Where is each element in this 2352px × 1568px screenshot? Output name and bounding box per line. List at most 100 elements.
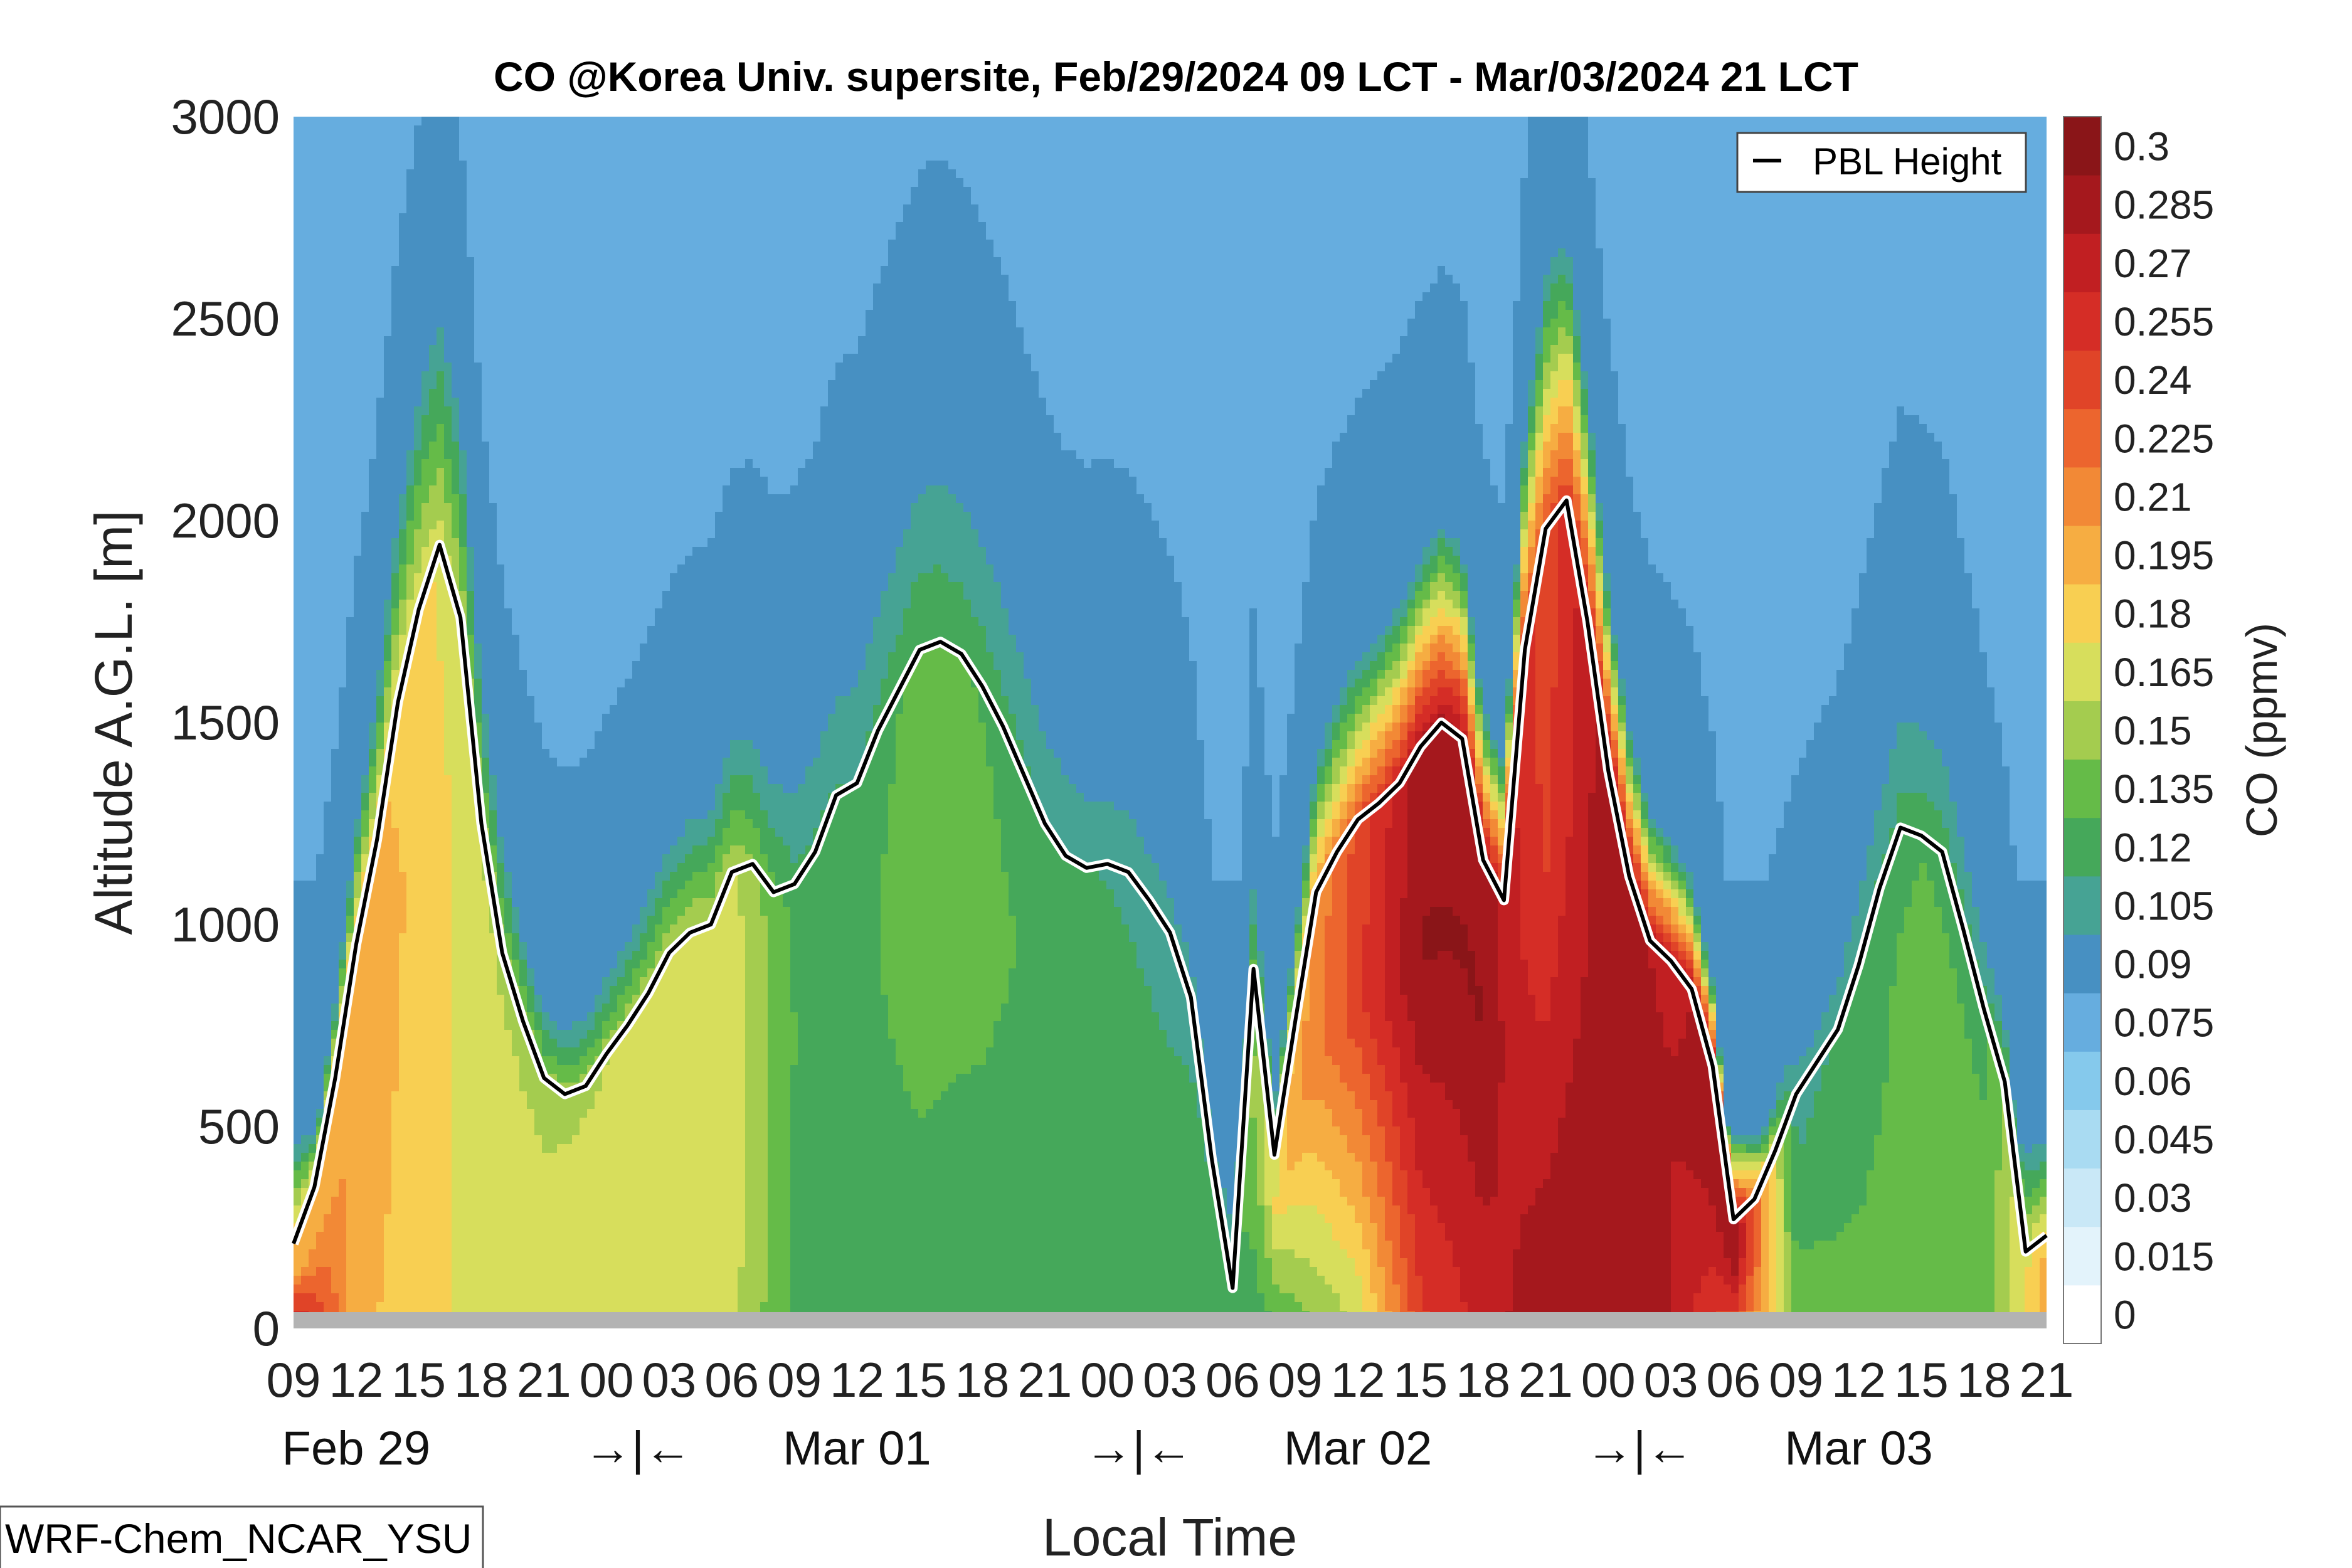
co-field-cell bbox=[376, 257, 384, 266]
co-field-cell bbox=[474, 477, 482, 485]
co-field-cell bbox=[316, 1083, 324, 1091]
co-field-cell bbox=[369, 661, 376, 670]
co-field-cell bbox=[421, 766, 429, 775]
co-field-cell bbox=[504, 450, 512, 459]
co-field-cell bbox=[557, 819, 564, 828]
co-field-cell bbox=[527, 608, 534, 617]
co-field-cell bbox=[452, 889, 459, 898]
co-field-cell bbox=[519, 766, 527, 775]
co-field-cell bbox=[467, 134, 474, 143]
co-field-cell bbox=[391, 828, 399, 837]
co-field-cell bbox=[482, 178, 489, 187]
co-field-cell bbox=[429, 933, 437, 942]
co-field-cell bbox=[429, 1126, 437, 1135]
co-field-cell bbox=[309, 705, 316, 714]
co-field-cell bbox=[459, 1285, 467, 1293]
co-field-cell bbox=[452, 266, 459, 275]
co-field-cell bbox=[459, 1276, 467, 1285]
co-field-cell bbox=[316, 125, 324, 134]
co-field-cell bbox=[444, 661, 452, 670]
co-field-cell bbox=[354, 705, 361, 714]
co-field-cell bbox=[421, 319, 429, 327]
co-field-cell bbox=[504, 793, 512, 802]
co-field-cell bbox=[437, 582, 444, 591]
co-field-cell bbox=[361, 670, 369, 679]
co-field-cell bbox=[459, 951, 467, 960]
co-field-cell bbox=[482, 494, 489, 503]
co-field-cell bbox=[376, 679, 384, 687]
co-field-cell bbox=[414, 389, 421, 398]
co-field-cell bbox=[444, 872, 452, 881]
co-field-cell bbox=[399, 968, 406, 977]
co-field-cell bbox=[482, 257, 489, 266]
co-field-cell bbox=[399, 363, 406, 371]
co-field-cell bbox=[497, 802, 504, 810]
co-field-cell bbox=[354, 652, 361, 661]
co-field-cell bbox=[549, 1276, 557, 1285]
co-field-cell bbox=[399, 810, 406, 819]
co-field-cell bbox=[384, 450, 391, 459]
co-field-cell bbox=[399, 1074, 406, 1083]
co-field-cell bbox=[406, 793, 414, 802]
co-field-cell bbox=[324, 380, 331, 389]
co-field-cell bbox=[534, 916, 542, 924]
co-field-cell bbox=[534, 1021, 542, 1030]
co-field-cell bbox=[489, 837, 497, 845]
co-field-cell bbox=[444, 459, 452, 468]
co-field-cell bbox=[414, 652, 421, 661]
co-field-cell bbox=[384, 169, 391, 178]
co-field-cell bbox=[399, 907, 406, 916]
co-field-cell bbox=[564, 345, 572, 354]
co-field-cell bbox=[309, 1302, 316, 1311]
co-field-cell bbox=[459, 424, 467, 433]
co-field-cell bbox=[421, 310, 429, 319]
co-field-cell bbox=[497, 881, 504, 889]
co-field-cell bbox=[542, 1188, 549, 1197]
co-field-cell bbox=[542, 1285, 549, 1293]
co-field-cell bbox=[489, 204, 497, 213]
co-field-cell bbox=[527, 485, 534, 494]
co-field-cell bbox=[339, 687, 346, 696]
co-field-cell bbox=[406, 564, 414, 573]
co-field-cell bbox=[339, 819, 346, 828]
co-field-cell bbox=[527, 564, 534, 573]
co-field-cell bbox=[557, 837, 564, 845]
co-field-cell bbox=[346, 485, 354, 494]
co-field-cell bbox=[429, 916, 437, 924]
co-field-cell bbox=[331, 924, 339, 933]
co-field-cell bbox=[384, 292, 391, 301]
co-field-cell bbox=[429, 1144, 437, 1153]
co-field-cell bbox=[346, 573, 354, 582]
co-field-cell bbox=[399, 529, 406, 538]
co-field-cell bbox=[542, 1170, 549, 1179]
co-field-cell bbox=[406, 1285, 414, 1293]
co-field-cell bbox=[316, 749, 324, 758]
co-field-cell bbox=[534, 705, 542, 714]
co-field-cell bbox=[504, 591, 512, 600]
co-field-cell bbox=[421, 1021, 429, 1030]
co-field-cell bbox=[354, 661, 361, 670]
co-field-cell bbox=[549, 1030, 557, 1039]
co-field-cell bbox=[391, 819, 399, 828]
co-field-cell bbox=[437, 617, 444, 626]
co-field-cell bbox=[482, 1293, 489, 1302]
co-field-cell bbox=[369, 784, 376, 793]
co-field-cell bbox=[489, 125, 497, 134]
co-field-cell bbox=[361, 1126, 369, 1135]
co-field-cell bbox=[376, 617, 384, 626]
co-field-cell bbox=[346, 1249, 354, 1258]
co-field-cell bbox=[309, 1100, 316, 1109]
co-field-cell bbox=[361, 327, 369, 336]
co-field-cell bbox=[294, 766, 301, 775]
co-field-cell bbox=[467, 845, 474, 854]
co-field-cell bbox=[414, 977, 421, 986]
co-field-cell bbox=[519, 837, 527, 845]
co-field-cell bbox=[294, 336, 301, 345]
co-field-cell bbox=[549, 424, 557, 433]
co-field-cell bbox=[406, 766, 414, 775]
co-field-cell bbox=[399, 977, 406, 986]
co-field-cell bbox=[452, 1162, 459, 1170]
co-field-cell bbox=[414, 178, 421, 187]
co-field-cell bbox=[331, 1267, 339, 1276]
co-field-cell bbox=[346, 468, 354, 477]
